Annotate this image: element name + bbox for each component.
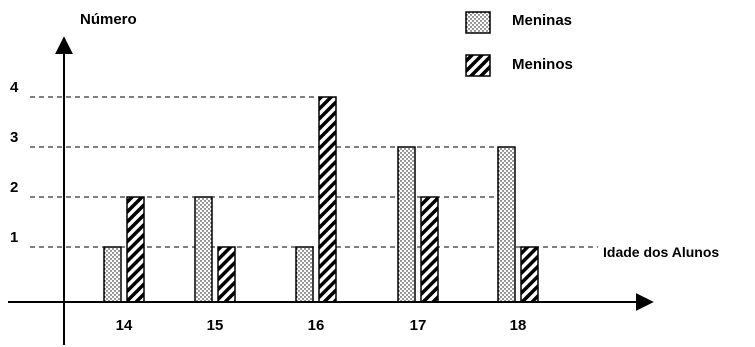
bar-meninos-17 (420, 196, 439, 303)
y-axis-label: Número (80, 11, 137, 28)
y-tick-labels: 1 2 3 4 (10, 79, 19, 246)
legend: Meninas Meninos (465, 11, 573, 77)
x-tick-label-17: 17 (410, 317, 427, 334)
bar-meninas-18 (497, 146, 516, 303)
bars (103, 96, 539, 303)
bar-meninas-16 (295, 246, 314, 303)
x-tick-label-16: 16 (308, 317, 325, 334)
bar-meninos-16 (318, 96, 337, 303)
y-tick-label-2: 2 (10, 179, 18, 196)
bar-meninas-17 (397, 146, 416, 303)
y-tick-label-3: 3 (10, 129, 18, 146)
bar-meninos-15 (217, 246, 236, 303)
legend-label-meninos: Meninos (512, 56, 573, 73)
bar-meninas-15 (194, 196, 213, 303)
x-tick-label-15: 15 (207, 317, 224, 334)
x-tick-label-14: 14 (116, 317, 133, 334)
y-tick-label-1: 1 (10, 229, 18, 246)
x-tick-label-18: 18 (510, 317, 527, 334)
x-axis-label: Idade dos Alunos (603, 244, 719, 260)
legend-label-meninas: Meninas (512, 12, 572, 29)
y-tick-label-4: 4 (10, 79, 19, 96)
bar-meninas-14 (103, 246, 122, 303)
x-tick-labels: 14 15 16 17 18 (116, 317, 527, 334)
grid-lines (30, 96, 598, 248)
bar-meninos-18 (520, 246, 539, 303)
legend-swatch-meninas (465, 11, 491, 34)
bar-meninos-14 (126, 196, 145, 303)
legend-swatch-meninos (465, 54, 491, 77)
